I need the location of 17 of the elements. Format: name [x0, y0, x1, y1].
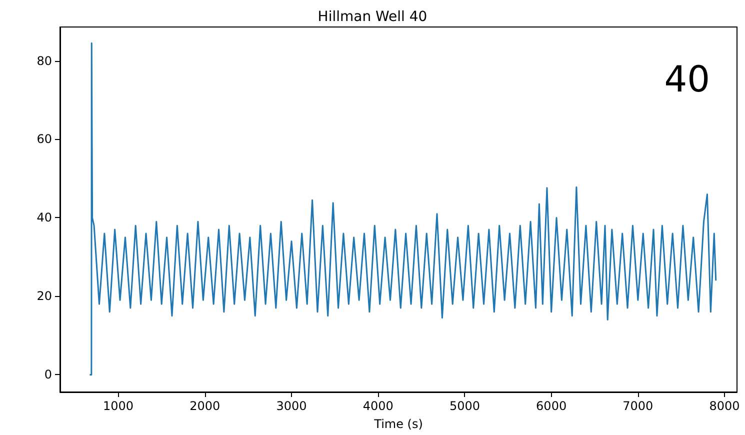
annotation: 40 [664, 60, 710, 100]
x-tick-label: 8000 [709, 399, 740, 413]
x-tick-label: 4000 [362, 399, 394, 413]
y-tick-label: 40 [36, 210, 52, 225]
x-tick-label: 3000 [276, 399, 307, 413]
line-series [88, 42, 717, 376]
x-tick-label: 5000 [449, 399, 480, 413]
chart-title: Hillman Well 40 [318, 9, 428, 25]
y-tick-label: 20 [36, 289, 52, 304]
x-tick-label: 2000 [190, 399, 220, 413]
y-tick-label: 0 [44, 368, 52, 382]
x-axis-title: Time (s) [373, 417, 423, 431]
x-tick-label: 6000 [536, 399, 567, 413]
x-tick-label: 1000 [103, 399, 134, 413]
y-tick-label: 80 [36, 54, 52, 68]
x-tick-label: 7000 [622, 399, 654, 413]
y-tick-label: 60 [36, 132, 52, 146]
